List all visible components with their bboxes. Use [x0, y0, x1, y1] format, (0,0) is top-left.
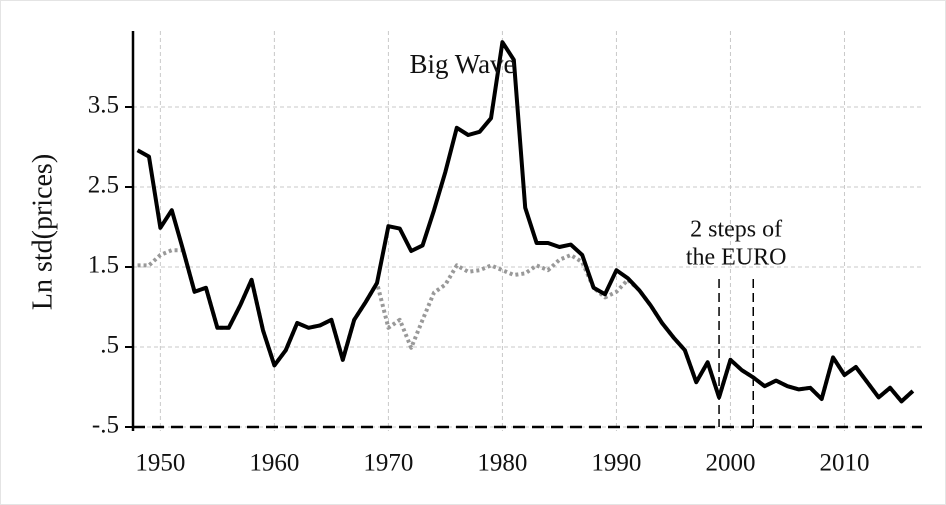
x-tick-label: 1980	[477, 450, 527, 477]
y-tick-label: 2.5	[88, 172, 119, 199]
annotation: the EURO	[686, 245, 787, 271]
x-tick-label: 1970	[363, 450, 413, 477]
y-tick-label: 1.5	[88, 252, 119, 279]
y-tick-label: 3.5	[88, 92, 119, 119]
y-axis-label: Ln std(prices)	[27, 154, 58, 310]
x-tick-label: 2010	[819, 450, 869, 477]
y-tick-label: -.5	[92, 412, 119, 439]
x-tick-label: 1990	[591, 450, 641, 477]
series-line	[136, 40, 915, 404]
annotation: Big Wave	[409, 49, 515, 79]
x-tick-label: 1950	[135, 450, 185, 477]
y-tick-label: .5	[100, 332, 119, 359]
annotation: 2 steps of	[690, 217, 782, 243]
x-tick-label: 2000	[705, 450, 755, 477]
x-tick-label: 1960	[249, 450, 299, 477]
